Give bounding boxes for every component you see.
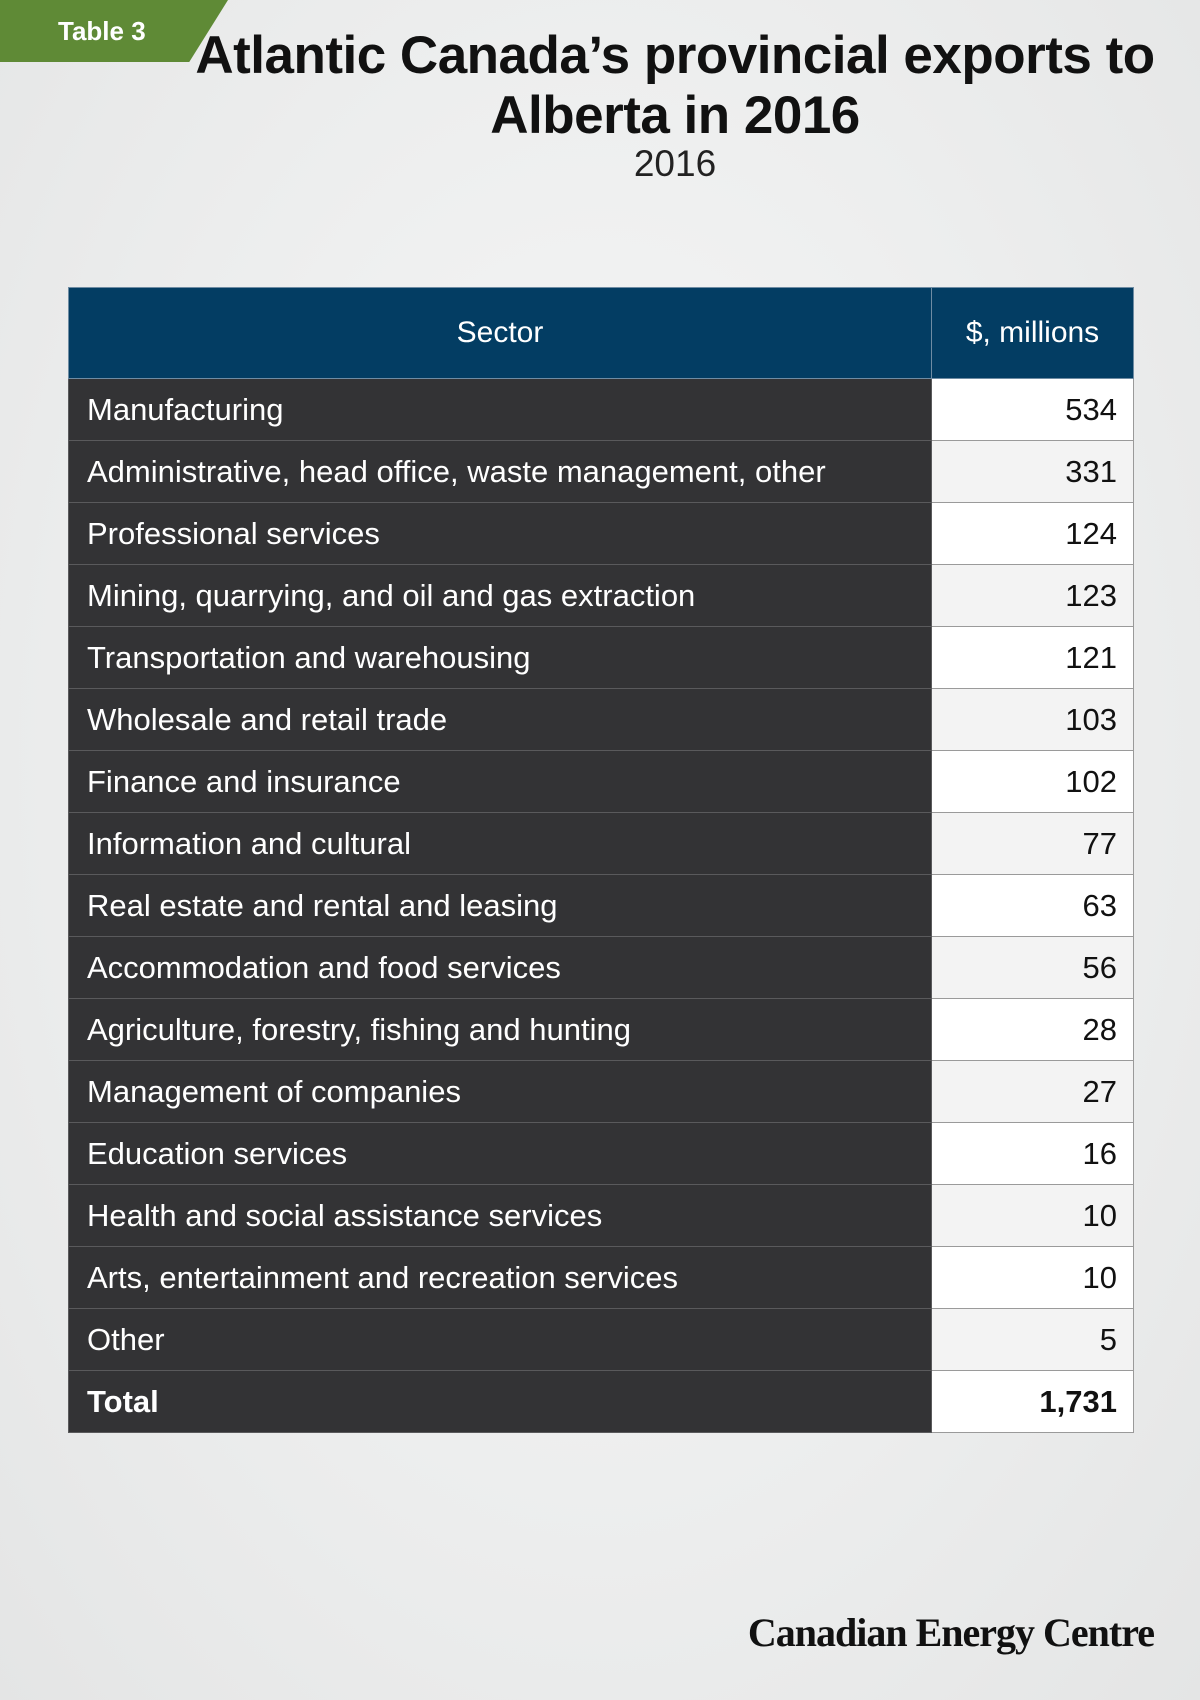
column-header-sector: Sector <box>68 287 932 379</box>
sector-cell: Management of companies <box>68 1060 932 1123</box>
value-cell: 10 <box>931 1246 1134 1309</box>
value-cell: 121 <box>931 626 1134 689</box>
total-row: Total 1,731 <box>68 1370 1134 1433</box>
table-row: Accommodation and food services 56 <box>68 936 1134 999</box>
value-cell: 28 <box>931 998 1134 1061</box>
value-cell: 10 <box>931 1184 1134 1247</box>
sector-cell: Information and cultural <box>68 812 932 875</box>
page-title: Atlantic Canada’s provincial exports to … <box>195 26 1155 145</box>
sector-cell: Finance and insurance <box>68 750 932 813</box>
table-row: Other 5 <box>68 1308 1134 1371</box>
value-cell: 331 <box>931 440 1134 503</box>
total-value-cell: 1,731 <box>931 1370 1134 1433</box>
value-cell: 63 <box>931 874 1134 937</box>
table-row: Information and cultural 77 <box>68 812 1134 875</box>
sector-cell: Arts, entertainment and recreation servi… <box>68 1246 932 1309</box>
table-row: Wholesale and retail trade 103 <box>68 688 1134 751</box>
value-cell: 5 <box>931 1308 1134 1371</box>
table-row: Transportation and warehousing 121 <box>68 626 1134 689</box>
sector-cell: Education services <box>68 1122 932 1185</box>
sector-cell: Transportation and warehousing <box>68 626 932 689</box>
table-number-label: Table 3 <box>58 16 146 46</box>
sector-cell: Accommodation and food services <box>68 936 932 999</box>
table-row: Agriculture, forestry, fishing and hunti… <box>68 998 1134 1061</box>
sector-cell: Agriculture, forestry, fishing and hunti… <box>68 998 932 1061</box>
value-cell: 123 <box>931 564 1134 627</box>
sector-cell: Administrative, head office, waste manag… <box>68 440 932 503</box>
table-row: Mining, quarrying, and oil and gas extra… <box>68 564 1134 627</box>
table-row: Professional services 124 <box>68 502 1134 565</box>
table-row: Manufacturing 534 <box>68 378 1134 441</box>
sector-cell: Mining, quarrying, and oil and gas extra… <box>68 564 932 627</box>
value-cell: 16 <box>931 1122 1134 1185</box>
table-row: Education services 16 <box>68 1122 1134 1185</box>
sector-cell: Other <box>68 1308 932 1371</box>
table-header-row: Sector $, millions <box>68 287 1134 379</box>
value-cell: 534 <box>931 378 1134 441</box>
value-cell: 103 <box>931 688 1134 751</box>
exports-table: Sector $, millions Manufacturing 534 Admi… <box>68 287 1134 1433</box>
table-number-tag <box>0 0 228 62</box>
table-row: Arts, entertainment and recreation servi… <box>68 1246 1134 1309</box>
value-cell: 124 <box>931 502 1134 565</box>
column-header-value: $, millions <box>931 287 1134 379</box>
sector-cell: Professional services <box>68 502 932 565</box>
table-row: Management of companies 27 <box>68 1060 1134 1123</box>
value-cell: 77 <box>931 812 1134 875</box>
sector-cell: Manufacturing <box>68 378 932 441</box>
value-cell: 102 <box>931 750 1134 813</box>
sector-cell: Real estate and rental and leasing <box>68 874 932 937</box>
sector-cell: Wholesale and retail trade <box>68 688 932 751</box>
table-row: Real estate and rental and leasing 63 <box>68 874 1134 937</box>
page-subtitle: 2016 <box>633 143 717 184</box>
sector-cell: Health and social assistance services <box>68 1184 932 1247</box>
brand-logo: Canadian Energy Centre <box>747 1610 1155 1655</box>
table-row: Administrative, head office, waste manag… <box>68 440 1134 503</box>
total-label-cell: Total <box>68 1370 932 1433</box>
value-cell: 56 <box>931 936 1134 999</box>
table-row: Health and social assistance services 10 <box>68 1184 1134 1247</box>
table-row: Finance and insurance 102 <box>68 750 1134 813</box>
value-cell: 27 <box>931 1060 1134 1123</box>
